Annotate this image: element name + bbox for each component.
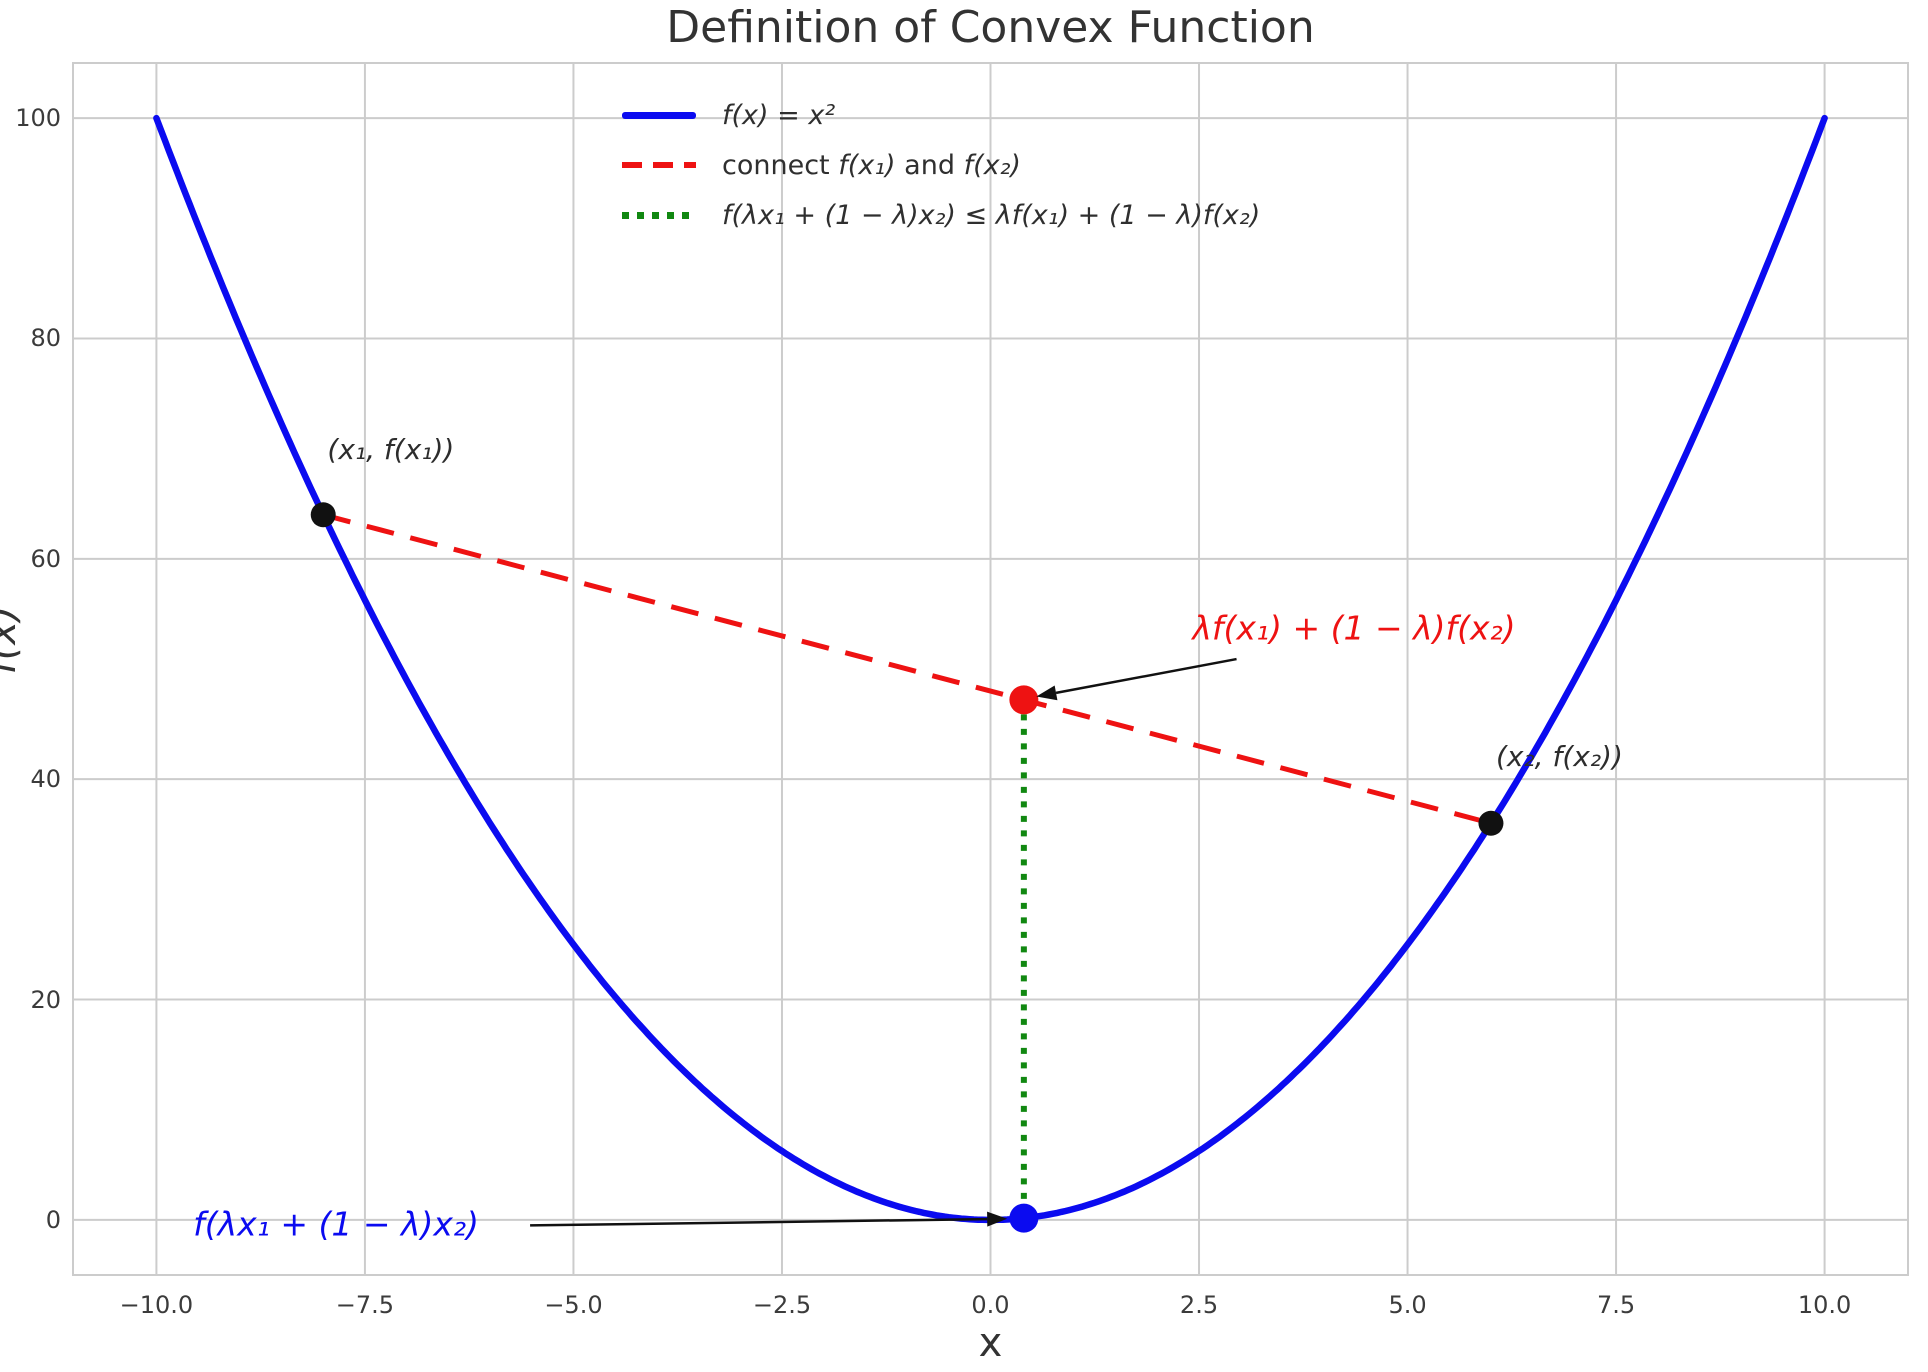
x-tick-label: 0.0 [971, 1291, 1010, 1319]
chord-line [322, 512, 1492, 826]
legend-swatch-chord [622, 162, 696, 168]
arrow-to-function-point-head [987, 1211, 1008, 1227]
legend-label-chord: connect f(x₁) and f(x₂) [722, 149, 1021, 181]
arrow-to-chord-point-shaft [1055, 657, 1237, 695]
x-tick-label: −5.0 [544, 1291, 603, 1319]
annotation-x1-point: (x₁, f(x₁)) [327, 432, 455, 466]
arrow-to-function-point-shaft [530, 1217, 988, 1227]
y-axis-label: f(x) [0, 605, 25, 675]
legend: f(x) = x² connect f(x₁) and f(x₂) f(λx₁ … [622, 90, 1260, 240]
x-axis-label: x [978, 1320, 1003, 1366]
legend-swatch-curve [622, 111, 696, 119]
arrow-to-chord-point-head [1036, 685, 1058, 701]
x-tick-label: −2.5 [752, 1291, 812, 1319]
y-tick-label: 60 [30, 544, 61, 573]
x-tick-label: 10.0 [1797, 1291, 1852, 1319]
point-function-value [1009, 1203, 1039, 1233]
annotation-chord-value: λf(x₁) + (1 − λ)f(x₂) [1192, 609, 1516, 649]
y-tick-label: 80 [30, 324, 61, 353]
plot-border [72, 62, 1909, 1276]
x-tick-label: −10.0 [119, 1291, 194, 1319]
legend-label-inequality: f(λx₁ + (1 − λ)x₂) ≤ λf(x₁) + (1 − λ)f(x… [722, 199, 1261, 231]
chart-title: Definition of Convex Function [666, 2, 1315, 53]
y-tick-label: 0 [45, 1205, 61, 1234]
annotation-function-value: f(λx₁ + (1 − λ)x₂) [193, 1204, 480, 1244]
y-tick-label: 100 [15, 104, 61, 133]
annotation-x2-point: (x₂, f(x₂)) [1495, 739, 1623, 773]
y-tick-label: 20 [30, 985, 61, 1014]
point-x1 [310, 502, 336, 528]
legend-swatch-inequality [622, 211, 696, 219]
x-tick-label: 5.0 [1388, 1291, 1427, 1319]
point-chord-value [1009, 685, 1039, 715]
y-tick-label: 40 [30, 765, 61, 794]
x-tick-label: 7.5 [1596, 1291, 1636, 1319]
legend-item-curve: f(x) = x² [622, 90, 1260, 140]
legend-item-chord: connect f(x₁) and f(x₂) [622, 140, 1260, 190]
legend-item-inequality: f(λx₁ + (1 − λ)x₂) ≤ λf(x₁) + (1 − λ)f(x… [622, 190, 1260, 240]
legend-label-curve: f(x) = x² [722, 99, 836, 131]
x-tick-label: 2.5 [1179, 1291, 1219, 1319]
x-tick-label: −7.5 [335, 1291, 395, 1319]
point-x2 [1478, 810, 1504, 836]
